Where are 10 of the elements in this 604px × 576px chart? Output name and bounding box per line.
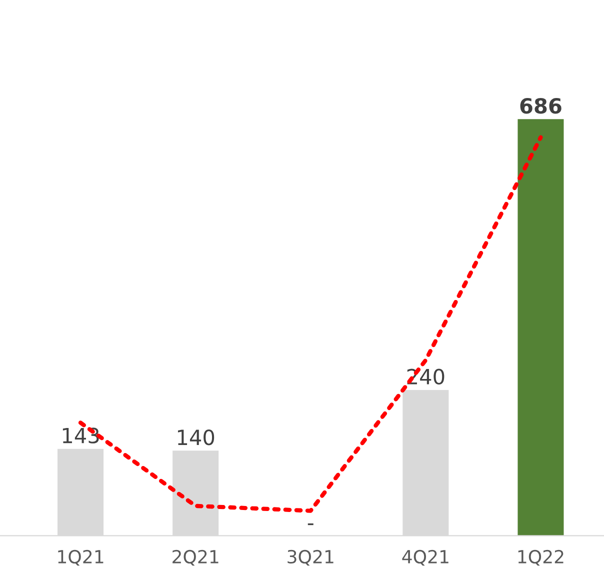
data-label: 686 [520, 98, 562, 114]
data-label: 143 [62, 428, 99, 444]
data-label: 140 [178, 429, 214, 446]
x-tick-label: 1Q21 [58, 550, 104, 566]
x-tick-label: 2Q21 [172, 550, 218, 566]
x-tick-label: 1Q22 [518, 550, 564, 566]
x-tick-label: 3Q21 [288, 550, 334, 566]
x-tick-label: 4Q21 [402, 550, 448, 566]
text: - [308, 523, 314, 526]
bar [518, 119, 564, 536]
